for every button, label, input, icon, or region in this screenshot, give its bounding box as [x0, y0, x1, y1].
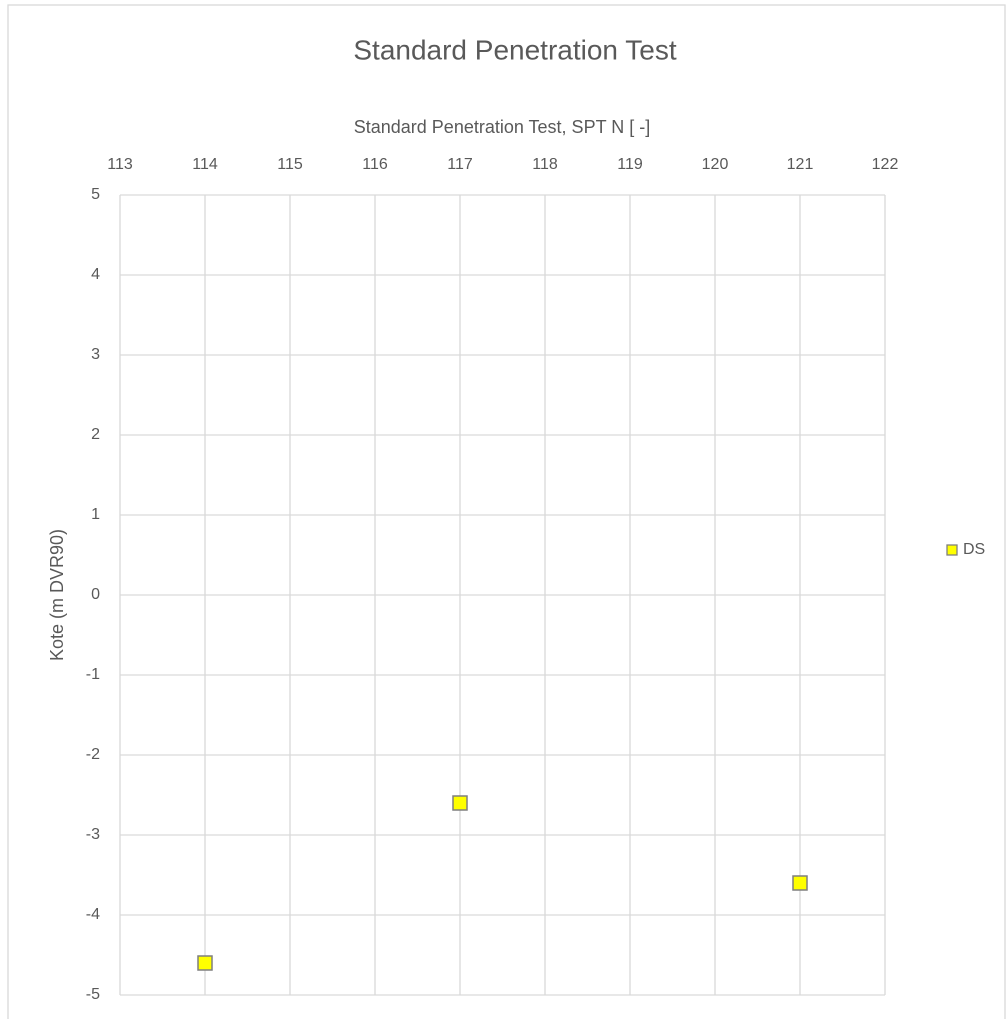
- x-tick-label: 121: [787, 156, 814, 173]
- point: [792, 875, 808, 891]
- x-tick-label: 119: [617, 156, 643, 173]
- x-axis-title: Standard Penetration Test, SPT N [ -]: [354, 117, 651, 137]
- x-tick-label: 116: [362, 156, 388, 173]
- x-tick-label: 117: [447, 156, 473, 173]
- x-tick-label: 120: [702, 156, 729, 173]
- x-tick-label: 114: [192, 156, 218, 173]
- y-tick-label: 2: [91, 426, 100, 443]
- chart-title: Standard Penetration Test: [353, 34, 676, 65]
- y-tick-label: -5: [86, 986, 100, 1003]
- y-tick-label: -3: [86, 826, 100, 843]
- x-tick-label: 113: [107, 156, 133, 173]
- y-tick-label: -2: [86, 746, 100, 763]
- x-tick-label: 115: [277, 156, 303, 173]
- point: [452, 795, 468, 811]
- point: [197, 955, 213, 971]
- y-tick-label: 5: [91, 186, 100, 203]
- legend-label: DS: [963, 541, 985, 558]
- y-tick-label: 4: [91, 266, 100, 283]
- x-tick-label: 122: [872, 156, 899, 173]
- y-tick-label: -4: [86, 906, 100, 923]
- y-tick-label: 0: [91, 586, 100, 603]
- legend-marker: [946, 544, 958, 556]
- chart-frame: [7, 4, 1006, 1019]
- y-axis-title: Kote (m DVR90): [47, 529, 67, 661]
- y-tick-label: 1: [91, 506, 100, 523]
- y-tick-label: 3: [91, 346, 100, 363]
- x-tick-label: 118: [532, 156, 558, 173]
- y-tick-label: -1: [86, 666, 100, 683]
